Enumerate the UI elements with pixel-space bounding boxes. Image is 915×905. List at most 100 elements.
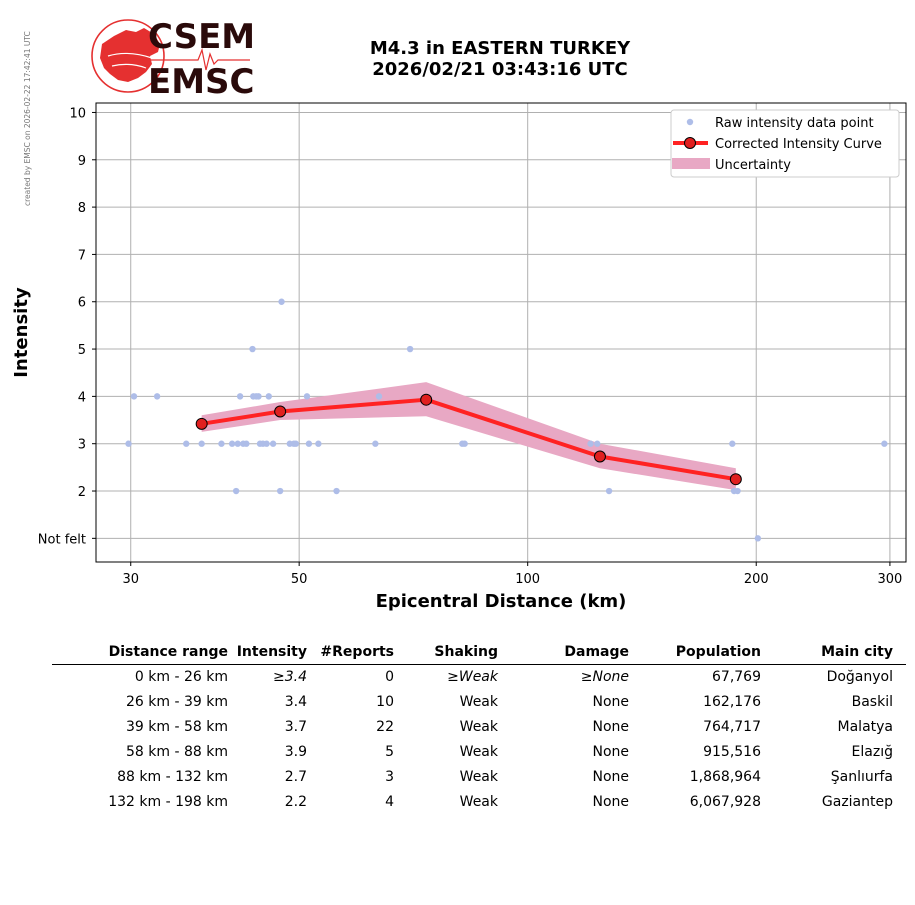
curve-marker (420, 393, 433, 406)
raw-data-point (249, 345, 256, 353)
raw-data-point (605, 487, 613, 495)
main-city-cell: Şanlıurfa (830, 769, 893, 785)
table-row: 132 km - 198 km 2.2 4 Weak None 6,067,928 Gazi… (52, 790, 906, 815)
event-title-line1: M4.3 in EASTERN TURKEY (369, 38, 631, 59)
intensity-cell: 3.4 (284, 694, 307, 710)
raw-data-point (234, 440, 241, 447)
table-row: 88 km - 132 km 2.7 3 Weak None 1,868,964 Şanlı… (52, 765, 906, 790)
legend-box (670, 109, 900, 178)
shaking-cell: Weak (459, 694, 498, 710)
reports-cell: 5 (385, 744, 394, 760)
y-tick-label: 5 (78, 343, 86, 358)
header-distance-range: Distance range (108, 644, 228, 660)
raw-data-point (263, 440, 270, 447)
europe-map-icon (100, 28, 160, 82)
header-shaking: Shaking (434, 644, 498, 660)
legend-curve-marker (684, 137, 696, 149)
seismogram-line (148, 47, 250, 71)
curve-marker (274, 405, 287, 418)
main-city-cell: Malatya (837, 719, 893, 735)
header-main-city: Main city (821, 644, 893, 660)
reports-cell: 0 (385, 669, 394, 685)
population-cell: 162,176 (703, 694, 761, 710)
legend-raw-label: Raw intensity data point (715, 116, 874, 131)
y-tick-label: 7 (78, 248, 86, 263)
distance-range-cell: 39 km - 58 km (126, 719, 228, 735)
x-tick-label: 100 (515, 572, 540, 587)
reports-cell: 22 (376, 719, 394, 735)
raw-data-point (255, 393, 262, 400)
reports-cell: 3 (385, 769, 394, 785)
raw-data-point (183, 440, 190, 447)
raw-data-point (232, 487, 240, 495)
intensity-cell: 2.7 (284, 769, 307, 785)
population-cell: 67,769 (712, 669, 761, 685)
raw-data-point (153, 393, 161, 400)
shaking-cell: Weak (459, 744, 498, 760)
uncertainty-band (201, 382, 736, 491)
curve-marker (729, 473, 742, 486)
intensity-distance-chart: 30 50 100 200 300 10 9 8 7 6 5 4 3 2 Not felt Epicentra… (11, 102, 907, 612)
intensity-cell: ≥3.4 (273, 669, 307, 685)
raw-data-point (265, 393, 272, 400)
raw-data-point (278, 298, 285, 305)
raw-data-point (125, 440, 132, 447)
raw-data-point (372, 440, 379, 447)
shaking-cell: Weak (459, 794, 498, 810)
population-cell: 1,868,964 (689, 769, 761, 785)
y-tick-label: 2 (78, 485, 86, 500)
damage-cell: None (592, 744, 629, 760)
curve-marker (195, 417, 208, 430)
raw-data-point (461, 440, 468, 447)
plot-frame (95, 102, 907, 563)
legend-curve-label: Corrected Intensity Curve (715, 137, 882, 152)
table-row: 26 km - 39 km 3.4 10 Weak None 162,176 Baskil (52, 690, 906, 715)
y-tick-label: 6 (78, 296, 86, 311)
raw-data-point (333, 487, 340, 495)
shaking-cell: Weak (459, 769, 498, 785)
raw-data-point (375, 393, 383, 400)
distance-range-cell: 26 km - 39 km (126, 694, 228, 710)
damage-cell: ≥None (580, 669, 629, 685)
intensity-cell: 3.7 (284, 719, 307, 735)
raw-data-point (243, 440, 250, 447)
raw-data-point (236, 393, 244, 400)
curve-marker (593, 450, 606, 463)
intensity-cell: 2.2 (284, 794, 307, 810)
raw-data-point (292, 440, 300, 447)
reports-cell: 10 (376, 694, 394, 710)
logo-emsc-text: EMSC (148, 62, 255, 98)
raw-data-point (303, 393, 311, 400)
table-header-row: Distance range Intensity #Reports Shakin… (52, 640, 906, 665)
damage-cell: None (592, 694, 629, 710)
raw-data-point (130, 393, 138, 400)
world-shape-lines (107, 52, 153, 69)
raw-data-point (754, 535, 762, 542)
x-tick-label: 30 (122, 572, 139, 587)
raw-data-point (587, 440, 594, 447)
y-axis-title: Intensity (11, 287, 32, 378)
x-tick-label: 300 (877, 572, 902, 587)
raw-data-point (269, 440, 277, 447)
population-cell: 915,516 (703, 744, 761, 760)
main-city-cell: Gaziantep (821, 794, 893, 810)
damage-cell: None (592, 769, 629, 785)
y-tick-label: 10 (69, 106, 86, 121)
legend-band-swatch (672, 158, 710, 169)
raw-data-point (228, 440, 236, 447)
event-title: M4.3 in EASTERN TURKEY 2026/02/21 03:43:… (320, 38, 680, 80)
x-tick-label: 200 (744, 572, 769, 587)
population-cell: 764,717 (703, 719, 761, 735)
x-axis-title: Epicentral Distance (km) (376, 591, 627, 612)
legend-raw-marker (686, 118, 694, 126)
table-row: 0 km - 26 km ≥3.4 0 ≥Weak ≥None 67,769 Doğanyo… (52, 665, 906, 690)
raw-data-point (406, 345, 414, 353)
header-reports: #Reports (320, 644, 394, 660)
y-tick-label: 9 (78, 154, 86, 169)
raw-data-point (594, 440, 601, 447)
header-population: Population (675, 644, 761, 660)
creation-watermark: created by EMSC on 2026-02-22 17:42:41 U… (23, 31, 32, 206)
watermark-text: created by EMSC on 2026-02-22 17:42:41 U… (23, 31, 32, 206)
raw-data-point (276, 487, 284, 495)
y-tick-label: 4 (78, 390, 86, 405)
